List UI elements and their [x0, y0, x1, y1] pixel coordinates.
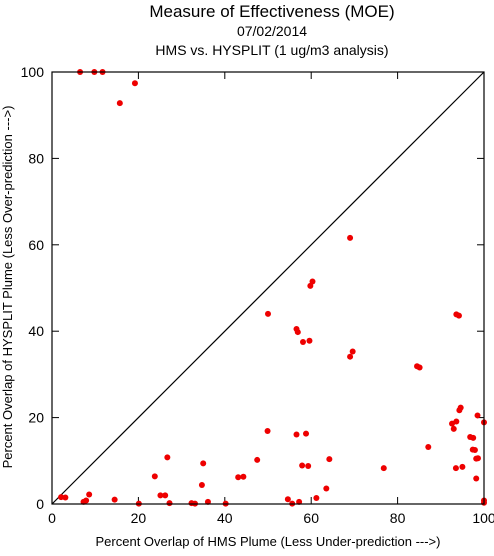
scatter-point	[265, 310, 271, 317]
scatter-point	[473, 475, 480, 482]
scatter-point	[452, 465, 459, 472]
scatter-point	[416, 364, 423, 371]
scatter-point	[58, 494, 65, 501]
chart-date: 07/02/2014	[237, 23, 307, 39]
x-tick-label: 80	[390, 510, 406, 526]
scatter-point	[450, 425, 457, 432]
scatter-point	[294, 329, 301, 336]
scatter-point	[455, 312, 462, 319]
tick-labels: 0 20 40 60 80 100 0 20 40 60 80 100	[21, 64, 494, 526]
scatter-point	[380, 465, 387, 472]
scatter-point	[240, 473, 247, 480]
scatter-point	[296, 498, 303, 505]
scatter-point	[347, 234, 354, 241]
scatter-point	[164, 454, 171, 461]
y-tick-label: 40	[28, 323, 44, 339]
scatter-point	[474, 412, 481, 419]
scatter-point	[456, 407, 463, 414]
y-tick-label: 100	[21, 64, 45, 80]
scatter-point	[305, 462, 312, 469]
scatter-point	[200, 460, 207, 467]
reference-diagonal-line	[51, 71, 485, 505]
scatter-point	[306, 337, 313, 344]
scatter-point	[111, 496, 118, 503]
scatter-point	[162, 492, 169, 499]
scatter-point	[293, 431, 300, 438]
scatter-point	[299, 339, 306, 345]
x-tick-label: 20	[131, 510, 147, 526]
scatter-point	[425, 443, 432, 450]
scatter-point	[116, 100, 123, 107]
scatter-points	[58, 69, 487, 507]
scatter-point	[284, 496, 291, 503]
chart-title: Measure of Effectiveness (MOE)	[149, 2, 394, 21]
x-tick-label: 40	[217, 510, 233, 526]
scatter-point	[151, 473, 158, 480]
y-tick-label: 80	[28, 150, 44, 166]
scatter-point	[198, 481, 205, 488]
scatter-point	[349, 348, 356, 355]
x-tick-label: 0	[48, 510, 56, 526]
scatter-point	[264, 427, 271, 434]
scatter-point	[299, 462, 306, 469]
scatter-point	[307, 282, 314, 289]
x-tick-label: 60	[303, 510, 319, 526]
y-tick-label: 0	[36, 496, 44, 512]
chart-subtitle: HMS vs. HYSPLIT (1 ug/m3 analysis)	[155, 42, 388, 58]
scatter-point	[459, 463, 466, 470]
scatter-point	[204, 498, 211, 505]
scatter-point	[235, 474, 242, 481]
scatter-point	[157, 492, 164, 499]
scatter-point	[470, 434, 477, 441]
scatter-point	[83, 497, 90, 504]
scatter-point	[166, 500, 173, 507]
x-tick-label: 100	[472, 510, 494, 526]
plot-area-frame	[51, 71, 485, 505]
x-axis-label: Percent Overlap of HMS Plume (Less Under…	[96, 534, 441, 549]
scatter-point	[326, 456, 333, 463]
scatter-point	[347, 353, 354, 360]
y-axis-label: Percent Overlap of HYSPLIT Plume (Less O…	[0, 106, 15, 469]
scatter-point	[323, 485, 330, 492]
scatter-point	[303, 430, 310, 437]
scatter-point	[473, 455, 480, 462]
y-tick-label: 20	[28, 410, 44, 426]
scatter-point	[131, 80, 138, 87]
scatter-point	[86, 491, 93, 498]
scatter-point	[62, 494, 69, 501]
scatter-point	[313, 494, 320, 501]
scatter-point	[449, 420, 456, 427]
y-tick-label: 60	[28, 237, 44, 253]
scatter-point	[254, 456, 261, 463]
scatter-point	[471, 447, 478, 453]
